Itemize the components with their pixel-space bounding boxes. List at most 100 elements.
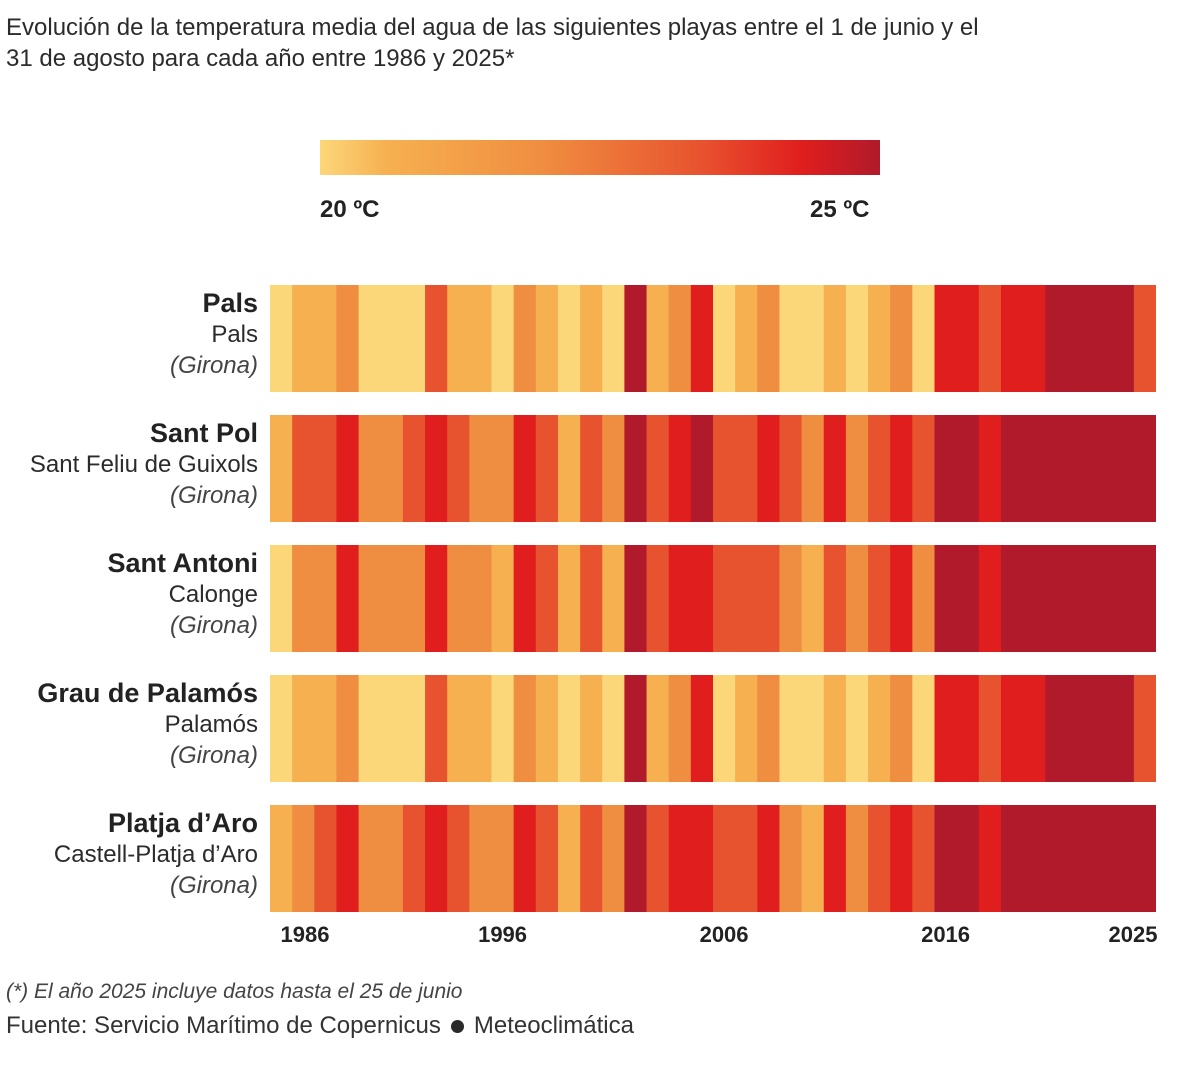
heatmap-cell: Sant Antoni 2020	[1023, 545, 1046, 652]
heatmap-cell: Sant Pol 1994	[447, 415, 470, 522]
heatmap-cell: Sant Antoni 1993	[425, 545, 448, 652]
heatmap-cell: Sant Pol 1987	[292, 415, 315, 522]
heatmap-cell: Platja d’Aro 2024	[1111, 805, 1135, 912]
heatmap-cell: Pals 1988	[314, 285, 338, 392]
heatmap-cell: Pals 2000	[580, 285, 603, 392]
heatmap-cell: Grau de Palamós 2007	[735, 675, 758, 782]
heatmap-cell: Pals 2022	[1067, 285, 1091, 392]
heatmap-cell: Pals 1994	[447, 285, 470, 392]
heatmap-cell: Sant Antoni 2007	[735, 545, 758, 652]
heatmap-cell: Pals 2006	[713, 285, 736, 392]
heatmap-cell: Grau de Palamós 1987	[292, 675, 315, 782]
heatmap-cell: Grau de Palamós 2015	[912, 675, 936, 782]
heatmap-cell: Sant Pol 1989	[336, 415, 360, 522]
heatmap-cell: Platja d’Aro 1995	[469, 805, 493, 912]
heatmap-cell: Sant Pol 2006	[713, 415, 736, 522]
heatmap-cell: Platja d’Aro 2004	[668, 805, 692, 912]
heatmap-cell: Grau de Palamós 2021	[1045, 675, 1068, 782]
heatmap-cell: Grau de Palamós 2024	[1111, 675, 1135, 782]
heatmap-cell: Platja d’Aro 2023	[1089, 805, 1113, 912]
heatmap-cell: Sant Antoni 2008	[757, 545, 781, 652]
row-label: Sant Antoni Calonge (Girona)	[0, 548, 258, 641]
heatmap-cell: Grau de Palamós 1999	[557, 675, 581, 782]
x-tick-label: 2006	[699, 922, 749, 947]
heatmap-cell: Sant Pol 2015	[912, 415, 936, 522]
footnote: (*) El año 2025 incluye datos hasta el 2…	[6, 980, 463, 1003]
heatmap-cell: Pals 2025	[1133, 285, 1156, 392]
heatmap-cell: Platja d’Aro 1999	[557, 805, 581, 912]
heatmap-cell: Sant Pol 2019	[1000, 415, 1024, 522]
heatmap-cell: Sant Antoni 2013	[868, 545, 891, 652]
heatmap-cell: Sant Pol 1999	[557, 415, 581, 522]
heatmap-cell: Platja d’Aro 1990	[358, 805, 382, 912]
heatmap-cell: Sant Pol 1998	[535, 415, 559, 522]
heatmap-cell: Pals 2021	[1045, 285, 1068, 392]
heatmap-cell: Sant Antoni 1987	[292, 545, 315, 652]
heatmap-cell: Pals 2007	[735, 285, 758, 392]
municipality: Sant Feliu de Guixols	[29, 451, 258, 478]
heatmap-cell: Sant Antoni 2019	[1000, 545, 1024, 652]
municipality: Pals	[211, 321, 258, 348]
heatmap-cell: Pals 2012	[845, 285, 869, 392]
province: (Girona)	[169, 872, 258, 899]
heatmap-cell: Grau de Palamós 1988	[314, 675, 338, 782]
heatmap-cell: Platja d’Aro 1996	[491, 805, 515, 912]
heatmap-cell: Platja d’Aro 1998	[535, 805, 559, 912]
heatmap-cell: Sant Antoni 2001	[602, 545, 625, 652]
heatmap-cell: Grau de Palamós 2014	[890, 675, 913, 782]
heatmap-cell: Sant Pol 1986	[270, 415, 293, 522]
heatmap-cell: Sant Antoni 2009	[779, 545, 803, 652]
heatmap-cell: Sant Pol 2008	[757, 415, 781, 522]
x-tick-label: 2016	[921, 922, 971, 947]
heatmap-cell: Sant Pol 1988	[314, 415, 338, 522]
heatmap-cell: Pals 2015	[912, 285, 936, 392]
heatmap-cell: Platja d’Aro 1992	[402, 805, 426, 912]
municipality: Calonge	[168, 581, 258, 608]
heatmap-cell: Pals 2016	[934, 285, 958, 392]
heatmap-cell: Sant Pol 2022	[1067, 415, 1091, 522]
heatmap-cell: Sant Pol 2016	[934, 415, 958, 522]
beach-name: Sant Antoni	[107, 548, 258, 578]
legend-min-label: 20 ºC	[320, 196, 380, 223]
heatmap-cell: Pals 2017	[956, 285, 980, 392]
heatmap-cell: Sant Pol 2000	[580, 415, 603, 522]
heatmap-cell: Platja d’Aro 1989	[336, 805, 360, 912]
bullet-separator-icon	[450, 1020, 464, 1034]
heatmap-cell: Sant Antoni 2016	[934, 545, 958, 652]
heatmap-cell: Grau de Palamós 1993	[425, 675, 448, 782]
heatmap-cell: Sant Pol 1997	[513, 415, 537, 522]
heatmap-strip: Pals 1986Pals 1987Pals 1988Pals 1989Pals…	[270, 285, 1156, 392]
municipality: Palamós	[164, 711, 258, 738]
heatmap-cell: Pals 1999	[557, 285, 581, 392]
heatmap-cell: Grau de Palamós 1990	[358, 675, 382, 782]
province: (Girona)	[169, 742, 258, 769]
heatmap-cell: Platja d’Aro 1986	[270, 805, 293, 912]
heatmap-cell: Sant Pol 2017	[956, 415, 980, 522]
heatmap-cell: Sant Antoni 2022	[1067, 545, 1091, 652]
province: (Girona)	[169, 352, 258, 379]
heatmap-cell: Sant Pol 2014	[890, 415, 913, 522]
heatmap-cell: Platja d’Aro 2016	[934, 805, 958, 912]
heatmap-cell: Sant Antoni 1986	[270, 545, 293, 652]
heatmap-cell: Sant Antoni 2024	[1111, 545, 1135, 652]
heatmap-cell: Platja d’Aro 2014	[890, 805, 913, 912]
heatmap-cell: Platja d’Aro 2013	[868, 805, 891, 912]
heatmap-cell: Grau de Palamós 2018	[978, 675, 1002, 782]
source-line: Fuente: Servicio Marítimo de Copernicus M…	[6, 1012, 634, 1040]
heatmap-cell: Sant Antoni 2018	[978, 545, 1002, 652]
heatmap-cell: Platja d’Aro 2005	[690, 805, 714, 912]
heatmap-strip: Grau de Palamós 1986Grau de Palamós 1987…	[270, 675, 1156, 782]
heatmap-cell: Grau de Palamós 1992	[402, 675, 426, 782]
heatmap-cell: Platja d’Aro 2008	[757, 805, 781, 912]
heatmap-cell: Platja d’Aro 2011	[823, 805, 847, 912]
legend-gradient	[320, 140, 880, 175]
heatmap-cell: Grau de Palamós 2017	[956, 675, 980, 782]
color-legend-bar	[320, 140, 880, 175]
heatmap-cell: Sant Pol 2002	[624, 415, 648, 522]
heatmap-cell: Sant Pol 2021	[1045, 415, 1068, 522]
heatmap-cell: Sant Pol 1990	[358, 415, 382, 522]
heatmap-cell: Platja d’Aro 2021	[1045, 805, 1068, 912]
heatmap-cell: Pals 2003	[646, 285, 670, 392]
heatmap-cell: Sant Pol 2012	[845, 415, 869, 522]
heatmap-cell: Platja d’Aro 2003	[646, 805, 670, 912]
